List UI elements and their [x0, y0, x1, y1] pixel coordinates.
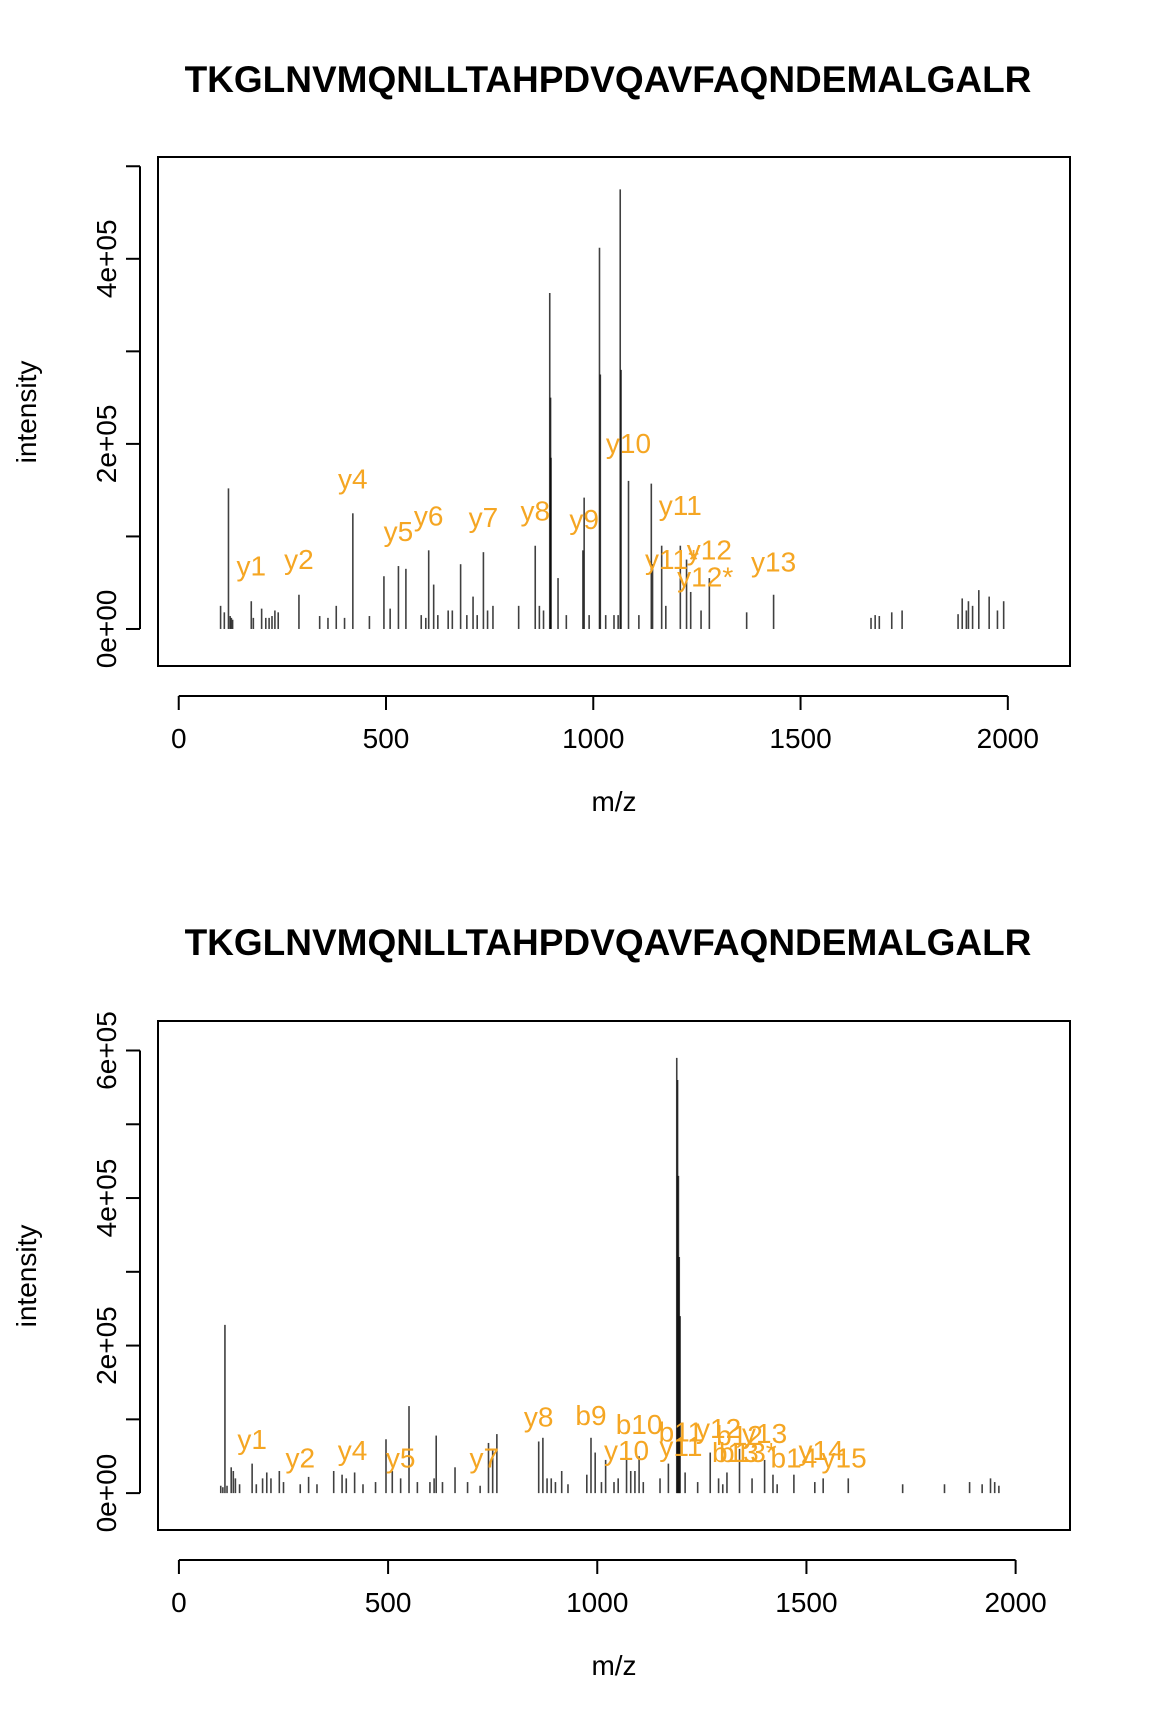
x-tick-label: 2000	[984, 1587, 1046, 1618]
ion-annotation: y14	[799, 1435, 844, 1466]
panel-2-title: TKGLNVMQNLLTAHPDVQAVFAQNDEMALGALR	[185, 922, 1032, 963]
ion-annotation: y7	[469, 502, 499, 533]
panel-1-peaks	[219, 189, 1005, 629]
x-tick-label: 0	[171, 1587, 187, 1618]
panel-1-x-axis-label: m/z	[591, 786, 636, 817]
panel-2-y-axis: 0e+00 2e+05 4e+05 6e+05	[91, 1011, 141, 1533]
panel-1-x-axis: 0 500 1000 1500 2000	[171, 695, 1039, 754]
ion-annotation: y10	[606, 428, 651, 459]
ion-annotation: b9	[575, 1400, 606, 1431]
panel-2-peaks	[219, 1057, 1000, 1494]
x-tick-label: 1000	[562, 723, 624, 754]
ion-annotation: y13	[751, 547, 796, 578]
x-tick-label: 500	[365, 1587, 412, 1618]
y-tick-label: 6e+05	[91, 1011, 122, 1090]
panel-2-plot-frame	[157, 1020, 1071, 1531]
ion-annotation: y2	[285, 1442, 315, 1473]
ion-annotation: b10	[616, 1409, 663, 1440]
ion-annotation: y9	[569, 504, 599, 535]
ion-annotation: y2	[284, 544, 314, 575]
ion-annotation: y7	[470, 1442, 500, 1473]
y-tick-label: 2e+05	[91, 405, 122, 484]
ion-annotation: b11	[659, 1416, 704, 1447]
ion-annotation: y4	[338, 463, 368, 494]
panel-1-plot-frame	[157, 156, 1071, 667]
panel-2-y-axis-label: intensity	[11, 1225, 42, 1328]
y-tick-label: 2e+05	[91, 1306, 122, 1385]
panel-2-x-axis-label: m/z	[591, 1650, 636, 1681]
panel-1-y-axis: 0e+00 2e+05 4e+05	[91, 165, 141, 669]
ion-annotation: y1	[236, 550, 266, 581]
ion-annotation: b14	[771, 1442, 818, 1473]
x-tick-label: 1000	[566, 1587, 628, 1618]
panel-2-x-axis: 0 500 1000 1500 2000	[171, 1559, 1047, 1618]
ion-annotation: y6	[414, 500, 444, 531]
ion-annotation: y10	[604, 1435, 649, 1466]
spectrum-panel-1: TKGLNVMQNLLTAHPDVQAVFAQNDEMALGALR 0 500 10…	[11, 59, 1071, 817]
x-tick-label: 1500	[775, 1587, 837, 1618]
ion-annotation: y8	[520, 496, 550, 527]
ion-annotation: y11	[659, 490, 702, 521]
y-tick-label: 4e+05	[91, 219, 122, 298]
ion-annotation: y4	[338, 1435, 368, 1466]
ion-annotation: y15	[822, 1442, 867, 1473]
panel-1-title: TKGLNVMQNLLTAHPDVQAVFAQNDEMALGALR	[185, 59, 1032, 100]
ion-annotation: b13	[712, 1437, 759, 1468]
ion-annotation: b12	[716, 1420, 763, 1451]
ion-annotation: y5	[384, 516, 414, 547]
ion-annotation: y8	[524, 1402, 554, 1433]
x-tick-label: 0	[171, 723, 187, 754]
ion-annotation: b13*	[719, 1437, 777, 1468]
ion-annotation: y1	[237, 1424, 267, 1455]
ion-annotation: y12	[696, 1413, 741, 1444]
x-tick-label: 2000	[977, 723, 1039, 754]
panel-1-y-axis-label: intensity	[11, 361, 42, 464]
y-tick-label: 4e+05	[91, 1159, 122, 1238]
x-tick-label: 500	[363, 723, 410, 754]
spectrum-panel-2: TKGLNVMQNLLTAHPDVQAVFAQNDEMALGALR 0 500 10…	[11, 922, 1071, 1681]
ion-annotation: y12*	[677, 561, 733, 592]
y-tick-label: 0e+00	[91, 1454, 122, 1533]
ion-annotation: y5	[386, 1442, 416, 1473]
ion-annotation: y12	[687, 535, 732, 566]
ion-annotation: y13	[742, 1418, 787, 1449]
x-tick-label: 1500	[769, 723, 831, 754]
ion-annotation: y11*	[645, 544, 699, 575]
y-tick-label: 0e+00	[91, 590, 122, 669]
ion-annotation: y11	[659, 1431, 702, 1462]
